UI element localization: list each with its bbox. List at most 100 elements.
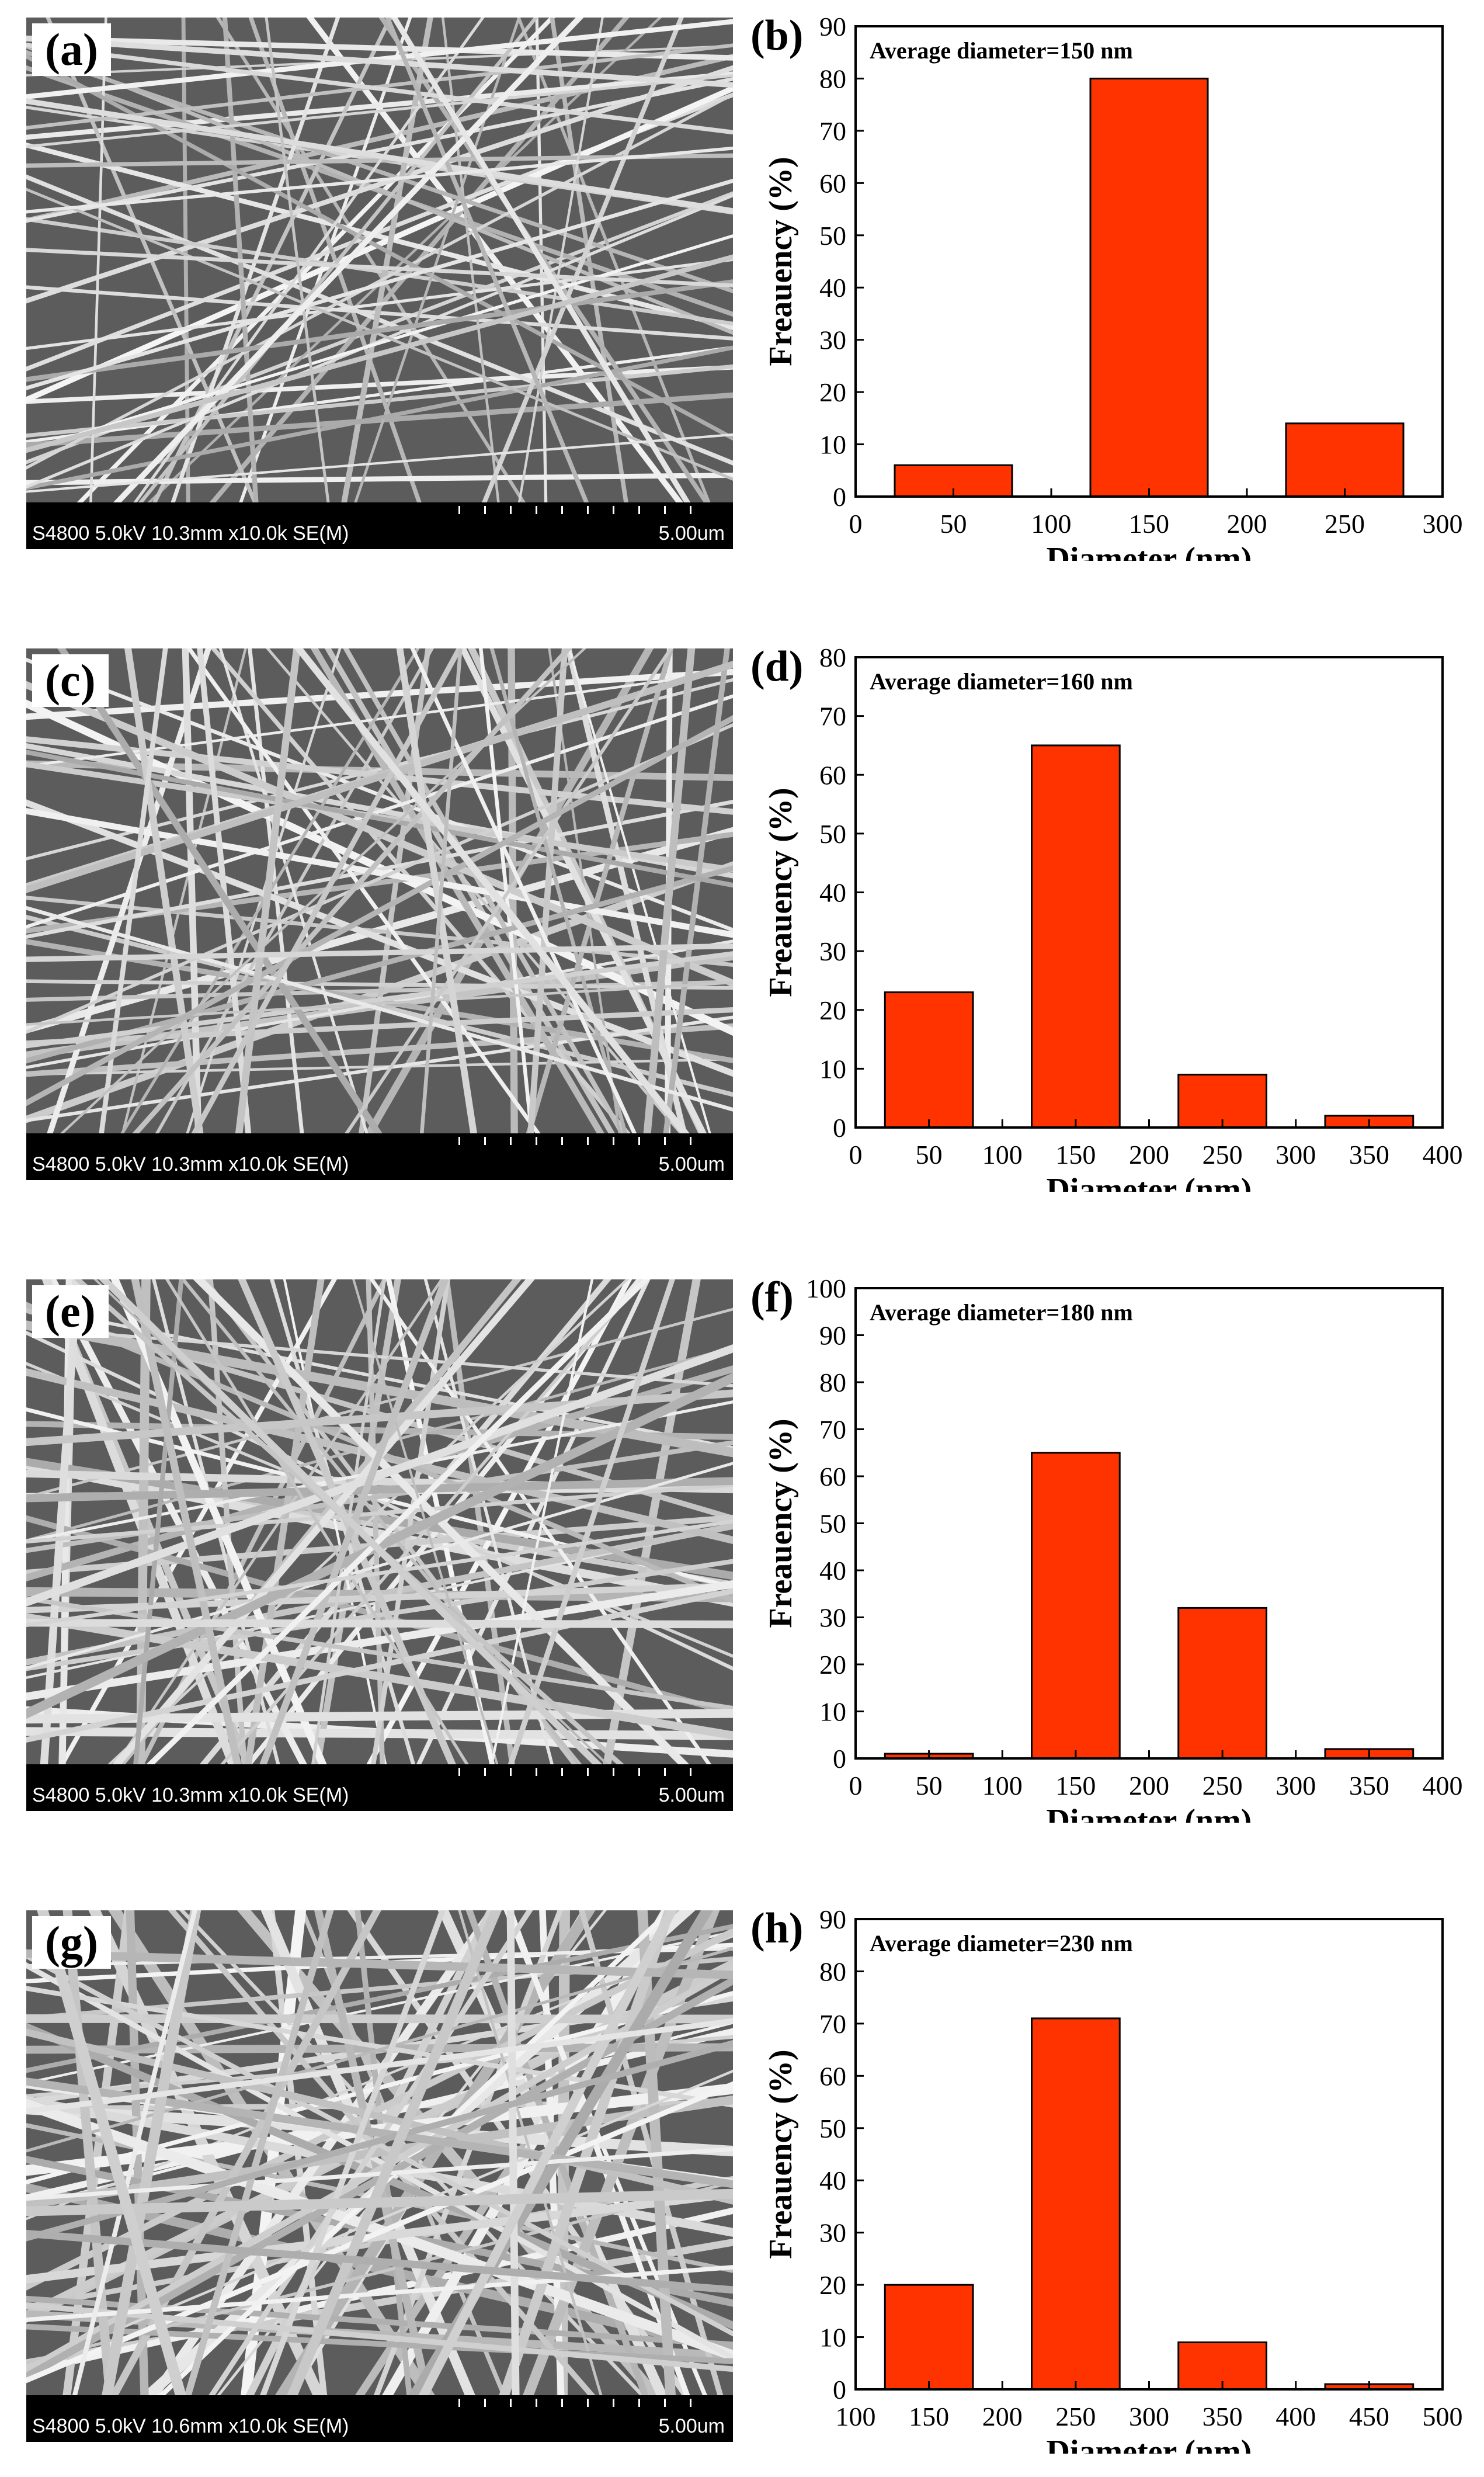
x-tick-label: 200 bbox=[1227, 509, 1267, 539]
y-tick-label: 30 bbox=[819, 1603, 846, 1633]
y-tick-label: 40 bbox=[819, 878, 846, 908]
x-axis-label: Diameter (nm) bbox=[1047, 2434, 1252, 2454]
histogram-f: 0 50 100 150 200 250 300 350 400 0 10 20 30 40 50 60 70 8… bbox=[739, 1262, 1484, 1823]
x-tick-label: 200 bbox=[1129, 1771, 1169, 1800]
y-tick-label: 30 bbox=[819, 936, 846, 966]
x-tick-label: 350 bbox=[1349, 1140, 1389, 1170]
x-tick-label: 350 bbox=[1349, 1771, 1389, 1800]
y-tick-label: 90 bbox=[819, 1904, 846, 1934]
y-tick-label: 80 bbox=[819, 1956, 846, 1986]
y-tick-label: 20 bbox=[819, 2270, 846, 2300]
x-tick-label: 250 bbox=[1055, 2402, 1096, 2431]
histogram-bar bbox=[1032, 745, 1120, 1128]
y-tick-label: 60 bbox=[819, 168, 846, 198]
x-tick-label: 350 bbox=[1203, 2402, 1243, 2431]
sem-scale-label: 5.00um bbox=[659, 1153, 725, 1176]
y-tick-label: 30 bbox=[819, 325, 846, 355]
y-tick-label: 70 bbox=[819, 2009, 846, 2039]
sem-info-bar: S4800 5.0kV 10.3mm x10.0k SE(M) 5.00um bbox=[26, 502, 733, 549]
histogram-h: 100 150 200 250 300 350 400 450 500 0 10 20 30 40 50 60… bbox=[739, 1893, 1484, 2454]
x-tick-label: 400 bbox=[1423, 1140, 1463, 1170]
y-tick-label: 70 bbox=[819, 702, 846, 731]
histogram-bar bbox=[1032, 1453, 1120, 1758]
nanofiber-texture bbox=[26, 648, 733, 1133]
x-tick-label: 200 bbox=[982, 2402, 1023, 2431]
histogram-bar bbox=[1286, 424, 1403, 497]
y-tick-label: 60 bbox=[819, 2061, 846, 2091]
figure-row-2: (c) S4800 5.0kV 10.3mm x10.0k SE(M) 5.00… bbox=[0, 631, 1484, 1192]
histogram-bar bbox=[1032, 2018, 1120, 2389]
average-diameter-annotation: Average diameter=150 nm bbox=[870, 37, 1133, 64]
chart-panel-label: (f) bbox=[750, 1274, 794, 1321]
y-tick-label: 80 bbox=[819, 1368, 846, 1397]
sem-image-e: (e) S4800 5.0kV 10.3mm x10.0k SE(M) 5.00… bbox=[26, 1279, 733, 1811]
sem-scale-label: 5.00um bbox=[659, 2415, 725, 2438]
fiber-strand bbox=[26, 2018, 733, 2019]
y-tick-label: 0 bbox=[833, 2375, 846, 2405]
y-tick-label: 10 bbox=[819, 1054, 846, 1084]
nanofiber-texture bbox=[26, 1910, 733, 2395]
average-diameter-annotation: Average diameter=180 nm bbox=[870, 1299, 1133, 1326]
sem-image-c: (c) S4800 5.0kV 10.3mm x10.0k SE(M) 5.00… bbox=[26, 648, 733, 1180]
histogram-bar bbox=[1179, 1608, 1267, 1758]
sem-info-bar: S4800 5.0kV 10.6mm x10.0k SE(M) 5.00um bbox=[26, 2395, 733, 2442]
x-tick-label: 150 bbox=[909, 2402, 949, 2431]
x-tick-label: 50 bbox=[916, 1771, 943, 1800]
x-tick-label: 300 bbox=[1129, 2402, 1169, 2431]
y-tick-label: 40 bbox=[819, 273, 846, 303]
y-tick-label: 30 bbox=[819, 2218, 846, 2248]
y-tick-label: 50 bbox=[819, 221, 846, 251]
histogram-bar bbox=[885, 2285, 973, 2389]
chart-panel-label: (d) bbox=[750, 643, 803, 691]
y-axis-label: Freauency (%) bbox=[763, 2049, 799, 2259]
y-tick-label: 100 bbox=[806, 1274, 846, 1303]
sem-scale-label: 5.00um bbox=[659, 522, 725, 545]
x-tick-label: 100 bbox=[836, 2402, 876, 2431]
x-tick-label: 250 bbox=[1325, 509, 1365, 539]
sem-acquisition-info: S4800 5.0kV 10.3mm x10.0k SE(M) bbox=[32, 1784, 349, 1807]
x-tick-label: 250 bbox=[1203, 1771, 1243, 1800]
x-tick-label: 250 bbox=[1203, 1140, 1243, 1170]
y-tick-label: 20 bbox=[819, 995, 846, 1025]
nanofiber-texture bbox=[26, 18, 733, 502]
y-tick-label: 80 bbox=[819, 643, 846, 672]
y-tick-label: 10 bbox=[819, 430, 846, 460]
scale-ticks bbox=[458, 1137, 715, 1145]
panel-label: (a) bbox=[32, 23, 111, 76]
histogram-bar bbox=[1090, 78, 1208, 497]
chart-panel-label: (h) bbox=[750, 1904, 803, 1952]
sem-scale-label: 5.00um bbox=[659, 1784, 725, 1807]
y-tick-label: 50 bbox=[819, 819, 846, 849]
x-tick-label: 300 bbox=[1276, 1771, 1316, 1800]
y-tick-label: 90 bbox=[819, 1321, 846, 1351]
x-tick-label: 150 bbox=[1055, 1771, 1096, 1800]
x-tick-label: 0 bbox=[849, 509, 863, 539]
y-tick-label: 20 bbox=[819, 377, 846, 407]
average-diameter-annotation: Average diameter=160 nm bbox=[870, 668, 1133, 695]
nanofiber-texture bbox=[26, 1279, 733, 1764]
y-tick-label: 60 bbox=[819, 1462, 846, 1491]
x-axis-label: Diameter (nm) bbox=[1047, 1803, 1252, 1823]
panel-label: (c) bbox=[32, 654, 109, 707]
y-tick-label: 60 bbox=[819, 760, 846, 790]
x-tick-label: 50 bbox=[916, 1140, 943, 1170]
x-tick-label: 300 bbox=[1423, 509, 1463, 539]
x-tick-label: 50 bbox=[940, 509, 967, 539]
sem-image-a: (a) S4800 5.0kV 10.3mm x10.0k SE(M) 5.00… bbox=[26, 18, 733, 549]
y-tick-label: 20 bbox=[819, 1650, 846, 1680]
y-tick-label: 50 bbox=[819, 2114, 846, 2143]
chart-panel-label: (b) bbox=[750, 12, 803, 60]
y-axis-label: Freauency (%) bbox=[763, 1418, 799, 1628]
y-tick-label: 70 bbox=[819, 116, 846, 146]
y-tick-label: 10 bbox=[819, 1697, 846, 1727]
y-tick-label: 10 bbox=[819, 2323, 846, 2353]
x-tick-label: 100 bbox=[982, 1771, 1023, 1800]
x-tick-label: 0 bbox=[849, 1140, 863, 1170]
plot-frame bbox=[856, 1288, 1443, 1758]
y-tick-label: 50 bbox=[819, 1509, 846, 1539]
y-tick-label: 90 bbox=[819, 12, 846, 41]
sem-acquisition-info: S4800 5.0kV 10.3mm x10.0k SE(M) bbox=[32, 522, 349, 545]
sem-acquisition-info: S4800 5.0kV 10.3mm x10.0k SE(M) bbox=[32, 1153, 349, 1176]
histogram-bar bbox=[885, 993, 973, 1128]
x-tick-label: 150 bbox=[1129, 509, 1169, 539]
